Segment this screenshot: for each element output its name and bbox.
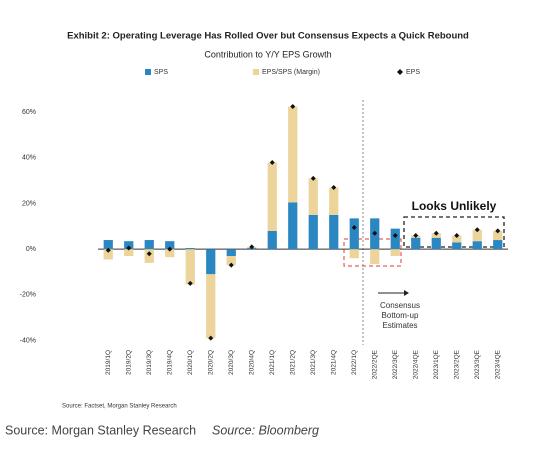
y-tick-label: 40% (22, 155, 36, 162)
eps-marker (208, 335, 214, 341)
x-tick-label: 2020/1Q (187, 350, 194, 375)
bar-segment (185, 248, 195, 250)
x-tick-label: 2019/3Q (146, 350, 153, 375)
arrow-head (404, 290, 409, 296)
bar-segment (124, 241, 134, 250)
bar-segment (103, 249, 113, 260)
bar-segment (267, 162, 277, 231)
x-tick-label: 2020/2Q (207, 350, 214, 375)
bar-segment (226, 256, 236, 266)
y-tick-label: 20% (22, 200, 36, 207)
bar-segment (165, 249, 175, 258)
bar-segment (390, 228, 400, 250)
highlight-box (403, 216, 505, 248)
eps-marker (249, 244, 255, 250)
y-tick-label: 0% (26, 246, 36, 253)
chart-subtitle: Contribution to Y/Y EPS Growth (204, 49, 331, 59)
x-tick-label: 2023/2QE (453, 349, 460, 379)
eps-marker (290, 104, 296, 110)
eps-marker (351, 224, 357, 230)
caption: Source: Bloomberg (212, 423, 319, 437)
eps-marker (167, 246, 173, 252)
bar-segment (206, 274, 216, 339)
eps-marker (372, 230, 378, 236)
eps-marker (454, 232, 460, 238)
eps-marker (310, 175, 316, 181)
annotation: Looks Unlikely (412, 199, 497, 213)
y-tick-label: 60% (22, 109, 36, 116)
source: Source: Factset, Morgan Stanley Research (62, 404, 177, 410)
bar-segment (493, 240, 503, 250)
bar-segment (267, 230, 277, 250)
eps-marker (392, 232, 398, 238)
x-tick-label: 2021/3Q (310, 350, 317, 375)
bar-segment (349, 249, 359, 259)
eps-marker (228, 262, 234, 268)
bar-segment (288, 202, 298, 250)
bar-segment (103, 240, 113, 250)
eps-marker (187, 280, 193, 286)
legend-swatch (253, 69, 259, 75)
eps-marker (146, 251, 152, 257)
x-tick-label: 2022/2QE (371, 349, 378, 379)
x-tick-label: 2021/1Q (269, 350, 276, 375)
eps-marker (105, 247, 111, 253)
legend-swatch (145, 69, 151, 75)
bar-segment (349, 218, 359, 250)
x-tick-label: 2019/4Q (166, 350, 173, 375)
annotation: Bottom-up (382, 311, 419, 320)
chart-title: Exhibit 2: Operating Leverage Has Rolled… (67, 31, 469, 42)
annotation: Estimates (382, 321, 417, 330)
bar-segment (144, 240, 154, 250)
legend-label: EPS/SPS (Margin) (262, 69, 320, 76)
eps-marker (495, 228, 501, 234)
legend-label: SPS (154, 69, 168, 76)
annotation: Consensus (380, 301, 420, 310)
x-tick-label: 2022/1Q (351, 350, 358, 375)
bar-segment (206, 249, 216, 275)
bar-segment (431, 237, 441, 250)
x-tick-label: 2023/4QE (494, 349, 501, 379)
x-tick-label: 2023/1QE (433, 349, 440, 379)
bar-segment (308, 214, 318, 250)
legend-marker (397, 69, 403, 75)
legend-label: EPS (406, 69, 420, 76)
bar-segment (390, 249, 400, 257)
bar-segment (452, 242, 462, 250)
bar-segment (124, 249, 134, 257)
bar-segment (370, 249, 380, 264)
bar-segment (288, 106, 298, 203)
eps-marker (433, 230, 439, 236)
x-tick-label: 2020/3Q (228, 350, 235, 375)
bar-segment (472, 241, 482, 250)
x-tick-label: 2022/4QE (412, 349, 419, 379)
x-tick-label: 2021/4Q (330, 350, 337, 375)
bar-segment (452, 235, 462, 243)
x-tick-label: 2019/2Q (125, 350, 132, 375)
x-tick-label: 2023/3QE (474, 349, 481, 379)
bar-segment (329, 214, 339, 250)
bar-segment (329, 187, 339, 215)
bar-segment (165, 241, 175, 250)
eps-marker (269, 159, 275, 165)
x-tick-label: 2021/2Q (289, 350, 296, 375)
bar-segment (226, 249, 236, 257)
eps-marker (474, 227, 480, 233)
eps-marker (413, 232, 419, 238)
bar-segment (472, 229, 482, 242)
bar-segment (185, 249, 195, 285)
caption: Source: Morgan Stanley Research (5, 423, 196, 437)
bar-segment (411, 237, 421, 250)
x-tick-label: 2020/4Q (248, 350, 255, 375)
x-tick-label: 2022/3QE (392, 349, 399, 379)
eps-marker (331, 185, 337, 191)
eps-marker (126, 245, 132, 251)
bar-segment (493, 230, 503, 241)
y-tick-label: -20% (20, 292, 36, 299)
y-tick-label: -40% (20, 337, 36, 344)
x-tick-label: 2019/1Q (105, 350, 112, 375)
bar-segment (308, 178, 318, 215)
